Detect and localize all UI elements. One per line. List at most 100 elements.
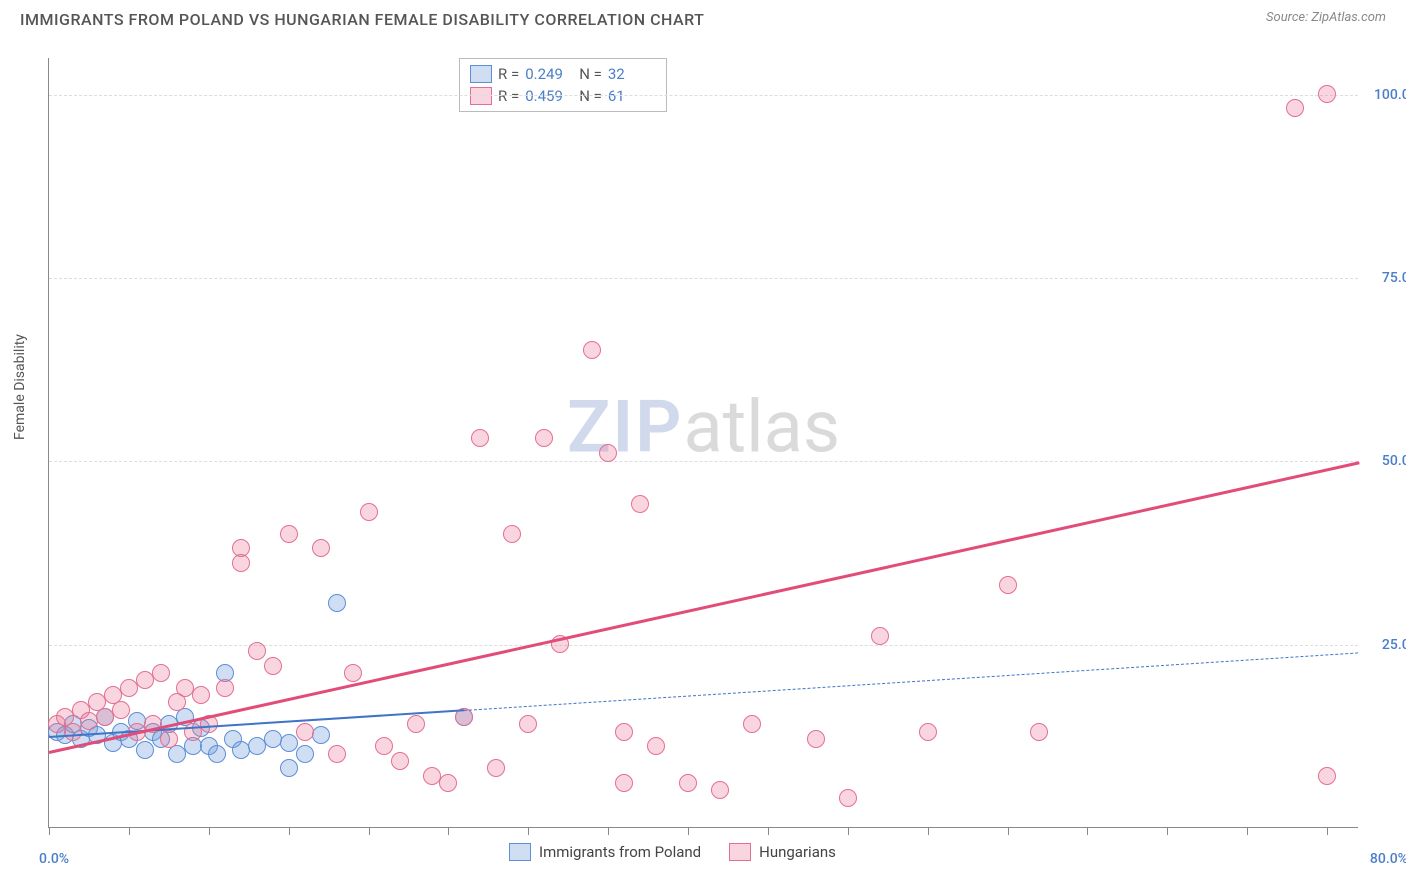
x-tick <box>688 827 689 835</box>
x-min-label: 0.0% <box>39 851 69 867</box>
x-tick <box>848 827 849 835</box>
data-point <box>296 723 314 741</box>
n-label: N = <box>579 65 602 83</box>
data-point <box>871 627 889 645</box>
data-point <box>535 429 553 447</box>
y-tick-label: 75.0% <box>1365 270 1406 286</box>
scatter-chart: ZIPatlas R = 0.249 N = 32 R = 0.459 N = … <box>48 58 1358 828</box>
data-point <box>471 429 489 447</box>
x-tick <box>1167 827 1168 835</box>
data-point <box>391 752 409 770</box>
x-tick <box>528 827 529 835</box>
y-tick-label: 100.0% <box>1365 87 1406 103</box>
data-point <box>519 715 537 733</box>
x-tick <box>209 827 210 835</box>
x-tick <box>129 827 130 835</box>
data-point <box>328 594 346 612</box>
data-point <box>312 726 330 744</box>
data-point <box>375 737 393 755</box>
data-point <box>503 525 521 543</box>
data-point <box>743 715 761 733</box>
data-point <box>1286 99 1304 117</box>
legend-stats: R = 0.249 N = 32 R = 0.459 N = 61 <box>459 58 667 112</box>
data-point <box>839 789 857 807</box>
data-point <box>280 759 298 777</box>
swatch-hungarians <box>470 87 492 105</box>
gridline <box>49 645 1358 646</box>
data-point <box>208 745 226 763</box>
r-value-poland: 0.249 <box>525 65 573 83</box>
x-tick <box>369 827 370 835</box>
y-axis-label: Female Disability <box>12 334 28 440</box>
legend-label-hungarians: Hungarians <box>759 843 836 861</box>
x-tick <box>1008 827 1009 835</box>
data-point <box>360 503 378 521</box>
x-tick <box>608 827 609 835</box>
data-point <box>64 723 82 741</box>
data-point <box>264 657 282 675</box>
data-point <box>192 686 210 704</box>
n-value-hungarians: 61 <box>608 87 656 105</box>
x-tick <box>289 827 290 835</box>
data-point <box>583 341 601 359</box>
data-point <box>439 774 457 792</box>
data-point <box>631 495 649 513</box>
data-point <box>136 741 154 759</box>
legend-item-poland: Immigrants from Poland <box>509 843 701 861</box>
y-tick-label: 50.0% <box>1365 453 1406 469</box>
data-point <box>160 730 178 748</box>
r-label: R = <box>498 65 519 83</box>
data-point <box>711 781 729 799</box>
legend-row-hungarians: R = 0.459 N = 61 <box>470 85 656 107</box>
x-tick <box>49 827 50 835</box>
data-point <box>112 701 130 719</box>
data-point <box>407 715 425 733</box>
n-value-poland: 32 <box>608 65 656 83</box>
page-title: IMMIGRANTS FROM POLAND VS HUNGARIAN FEMA… <box>20 10 704 29</box>
x-tick <box>928 827 929 835</box>
source-label: Source: ZipAtlas.com <box>1266 10 1386 25</box>
data-point <box>999 576 1017 594</box>
trend-line <box>49 461 1360 754</box>
data-point <box>1318 85 1336 103</box>
data-point <box>615 774 633 792</box>
data-point <box>280 525 298 543</box>
data-point <box>152 664 170 682</box>
gridline <box>49 461 1358 462</box>
data-point <box>264 730 282 748</box>
x-max-label: 80.0% <box>1370 851 1406 867</box>
gridline <box>49 278 1358 279</box>
data-point <box>615 723 633 741</box>
legend-item-hungarians: Hungarians <box>729 843 836 861</box>
data-point <box>647 737 665 755</box>
gridline <box>49 95 1358 96</box>
x-tick <box>768 827 769 835</box>
legend-series: Immigrants from Poland Hungarians <box>509 843 836 861</box>
data-point <box>344 664 362 682</box>
n-label: N = <box>579 87 602 105</box>
data-point <box>807 730 825 748</box>
data-point <box>919 723 937 741</box>
data-point <box>280 734 298 752</box>
legend-label-poland: Immigrants from Poland <box>539 843 701 861</box>
data-point <box>328 745 346 763</box>
data-point <box>232 539 250 557</box>
data-point <box>312 539 330 557</box>
trend-line <box>464 652 1359 711</box>
data-point <box>296 745 314 763</box>
swatch-poland-icon <box>509 843 531 861</box>
x-tick <box>448 827 449 835</box>
swatch-hungarians-icon <box>729 843 751 861</box>
legend-row-poland: R = 0.249 N = 32 <box>470 63 656 85</box>
data-point <box>487 759 505 777</box>
swatch-poland <box>470 65 492 83</box>
x-tick <box>1327 827 1328 835</box>
x-tick <box>1087 827 1088 835</box>
y-tick-label: 25.0% <box>1365 637 1406 653</box>
data-point <box>1318 767 1336 785</box>
data-point <box>599 444 617 462</box>
r-value-hungarians: 0.459 <box>525 87 573 105</box>
data-point <box>248 642 266 660</box>
r-label: R = <box>498 87 519 105</box>
data-point <box>1030 723 1048 741</box>
